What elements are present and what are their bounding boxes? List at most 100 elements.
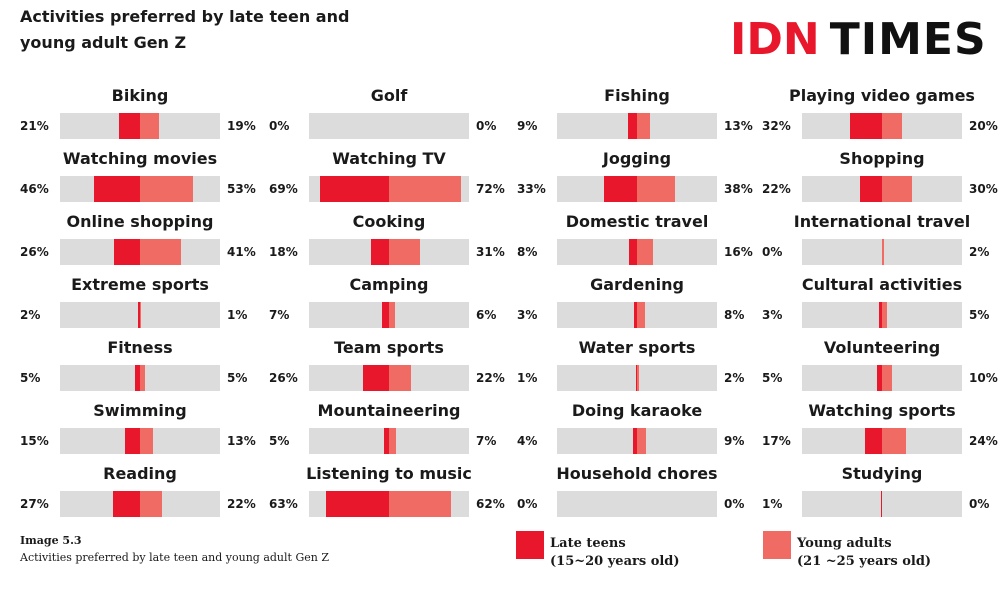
late-teens-bar-online-shopping bbox=[114, 239, 140, 265]
activity-panel-cooking: Cooking 18% 31% bbox=[269, 212, 509, 268]
caption-label: Image 5.3 bbox=[20, 534, 82, 547]
young-adults-bar-jogging bbox=[637, 176, 675, 202]
activity-panel-reading: Reading 27% 22% bbox=[20, 464, 260, 520]
late-teens-value-jogging: 33% bbox=[517, 182, 546, 196]
late-teens-value-swimming: 15% bbox=[20, 434, 49, 448]
late-teens-bar-cooking bbox=[371, 239, 389, 265]
activity-panel-biking: Biking 21% 19% bbox=[20, 86, 260, 142]
bar-track-watching-movies bbox=[60, 176, 220, 202]
chart-title: Activities preferred by late teen and yo… bbox=[20, 7, 350, 52]
late-teens-value-watching-sports: 17% bbox=[762, 434, 791, 448]
bar-track-jogging bbox=[557, 176, 717, 202]
late-teens-bar-watching-movies bbox=[94, 176, 140, 202]
bar-track-playing-video-games bbox=[802, 113, 962, 139]
late-teens-value-reading: 27% bbox=[20, 497, 49, 511]
bar-track-extreme-sports bbox=[60, 302, 220, 328]
young-adults-value-team-sports: 22% bbox=[476, 371, 505, 385]
bar-track-watching-sports bbox=[802, 428, 962, 454]
bar-track-cultural-activities bbox=[802, 302, 962, 328]
late-teens-bar-team-sports bbox=[363, 365, 389, 391]
category-label-gardening: Gardening bbox=[590, 275, 684, 294]
activity-panel-volunteering: Volunteering 5% 10% bbox=[762, 338, 1000, 394]
late-teens-bar-listening-to-music bbox=[326, 491, 389, 517]
young-adults-value-jogging: 38% bbox=[724, 182, 753, 196]
young-adults-value-volunteering: 10% bbox=[969, 371, 998, 385]
late-teens-bar-extreme-sports bbox=[138, 302, 140, 328]
activity-panel-fitness: Fitness 5% 5% bbox=[20, 338, 260, 394]
late-teens-value-international-travel: 0% bbox=[762, 245, 783, 259]
legend-late-teens-line2: (15~20 years old) bbox=[550, 554, 680, 569]
late-teens-bar-reading bbox=[113, 491, 140, 517]
young-adults-value-watching-tv: 72% bbox=[476, 182, 505, 196]
late-teens-value-cultural-activities: 3% bbox=[762, 308, 783, 322]
category-label-jogging: Jogging bbox=[602, 149, 672, 168]
young-adults-value-domestic-travel: 16% bbox=[724, 245, 753, 259]
young-adults-value-reading: 22% bbox=[227, 497, 256, 511]
bar-track-international-travel bbox=[802, 239, 962, 265]
bar-track-doing-karaoke bbox=[557, 428, 717, 454]
late-teens-value-watching-movies: 46% bbox=[20, 182, 49, 196]
category-label-household-chores: Household chores bbox=[556, 464, 718, 483]
young-adults-value-camping: 6% bbox=[476, 308, 497, 322]
late-teens-bar-mountaineering bbox=[384, 428, 389, 454]
young-adults-value-golf: 0% bbox=[476, 119, 497, 133]
late-teens-value-playing-video-games: 32% bbox=[762, 119, 791, 133]
young-adults-value-playing-video-games: 20% bbox=[969, 119, 998, 133]
activity-panel-watching-movies: Watching movies 46% 53% bbox=[20, 149, 260, 205]
activity-panel-water-sports: Water sports 1% 2% bbox=[517, 338, 757, 394]
category-label-watching-tv: Watching TV bbox=[332, 149, 446, 168]
young-adults-bar-cultural-activities bbox=[882, 302, 887, 328]
young-adults-bar-doing-karaoke bbox=[637, 428, 646, 454]
late-teens-value-team-sports: 26% bbox=[269, 371, 298, 385]
activity-panel-shopping: Shopping 22% 30% bbox=[762, 149, 1000, 205]
bar-track-cooking bbox=[309, 239, 469, 265]
late-teens-bar-doing-karaoke bbox=[633, 428, 637, 454]
bar-track-gardening bbox=[557, 302, 717, 328]
bar-track-watching-tv bbox=[309, 176, 469, 202]
young-adults-bar-online-shopping bbox=[140, 239, 181, 265]
category-label-golf: Golf bbox=[370, 86, 408, 105]
late-teens-value-domestic-travel: 8% bbox=[517, 245, 538, 259]
young-adults-value-doing-karaoke: 9% bbox=[724, 434, 745, 448]
young-adults-value-mountaineering: 7% bbox=[476, 434, 497, 448]
bar-track-studying bbox=[802, 491, 962, 517]
category-label-mountaineering: Mountaineering bbox=[317, 401, 461, 420]
bar-track-online-shopping bbox=[60, 239, 220, 265]
activity-panel-watching-tv: Watching TV 69% 72% bbox=[269, 149, 509, 205]
category-label-reading: Reading bbox=[103, 464, 177, 483]
bar-track-volunteering bbox=[802, 365, 962, 391]
activity-panel-mountaineering: Mountaineering 5% 7% bbox=[269, 401, 509, 457]
late-teens-value-golf: 0% bbox=[269, 119, 290, 133]
young-adults-value-household-chores: 0% bbox=[724, 497, 745, 511]
bar-track-household-chores bbox=[557, 491, 717, 517]
late-teens-bar-camping bbox=[382, 302, 389, 328]
activity-panel-golf: Golf 0% 0% bbox=[269, 86, 509, 142]
young-adults-value-online-shopping: 41% bbox=[227, 245, 256, 259]
category-label-listening-to-music: Listening to music bbox=[306, 464, 472, 483]
young-adults-value-gardening: 8% bbox=[724, 308, 745, 322]
activity-panel-jogging: Jogging 33% 38% bbox=[517, 149, 757, 205]
category-label-doing-karaoke: Doing karaoke bbox=[571, 401, 703, 420]
late-teens-value-household-chores: 0% bbox=[517, 497, 538, 511]
activity-panel-listening-to-music: Listening to music 63% 62% bbox=[269, 464, 509, 520]
young-adults-bar-domestic-travel bbox=[637, 239, 653, 265]
late-teens-value-volunteering: 5% bbox=[762, 371, 783, 385]
category-label-watching-sports: Watching sports bbox=[808, 401, 956, 420]
late-teens-bar-volunteering bbox=[877, 365, 882, 391]
young-adults-value-fitness: 5% bbox=[227, 371, 248, 385]
young-adults-bar-playing-video-games bbox=[882, 113, 902, 139]
young-adults-bar-reading bbox=[140, 491, 162, 517]
late-teens-bar-swimming bbox=[125, 428, 140, 454]
category-label-camping: Camping bbox=[349, 275, 429, 294]
legend-young-adults-line1: Young adults bbox=[797, 536, 892, 551]
category-label-domestic-travel: Domestic travel bbox=[565, 212, 709, 231]
legend-late-teens-line1: Late teens bbox=[550, 536, 626, 551]
activity-panel-camping: Camping 7% 6% bbox=[269, 275, 509, 331]
late-teens-value-cooking: 18% bbox=[269, 245, 298, 259]
young-adults-bar-team-sports bbox=[389, 365, 411, 391]
activity-panel-extreme-sports: Extreme sports 2% 1% bbox=[20, 275, 260, 331]
category-label-international-travel: International travel bbox=[793, 212, 971, 231]
legend-young-adults-line2: (21 ~25 years old) bbox=[797, 554, 932, 569]
late-teens-value-camping: 7% bbox=[269, 308, 290, 322]
young-adults-bar-international-travel bbox=[882, 239, 884, 265]
